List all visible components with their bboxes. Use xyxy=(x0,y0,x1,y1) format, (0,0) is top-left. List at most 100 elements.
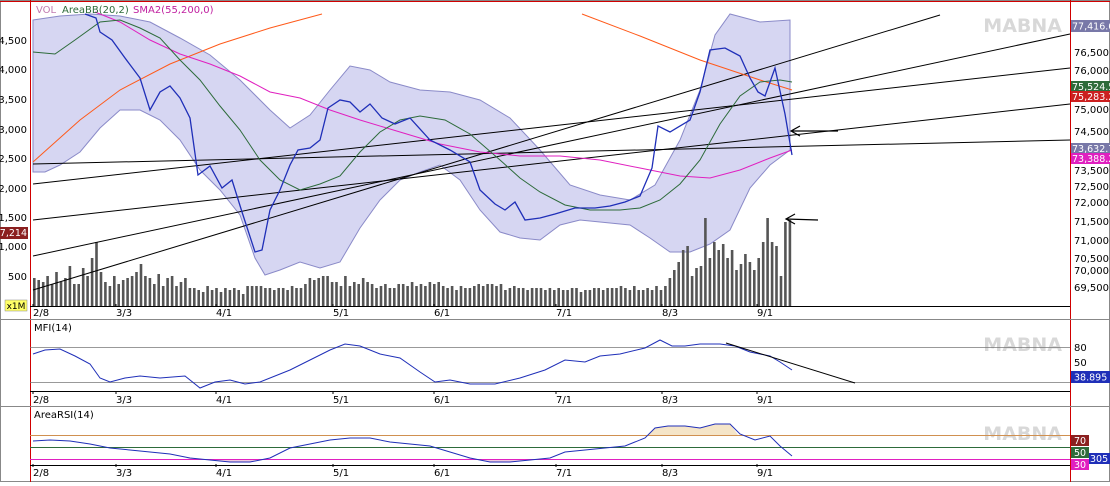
rsi-30-badge-bg xyxy=(1071,459,1089,470)
volume-bar xyxy=(473,286,476,306)
volume-bar xyxy=(788,220,792,306)
volume-bar xyxy=(433,284,436,306)
volume-bar xyxy=(557,288,560,306)
volume-bar xyxy=(99,272,103,306)
date-tick: 7/1 xyxy=(556,395,572,406)
price-tick: 71,000 xyxy=(1074,236,1109,247)
volume-bar xyxy=(237,290,240,306)
rsi-70-badge: 70 xyxy=(1074,436,1086,447)
volume-bar xyxy=(610,288,614,306)
mfi-line xyxy=(32,339,793,389)
volume-bar xyxy=(326,276,329,306)
volume-bar xyxy=(384,284,387,306)
price-arrow xyxy=(789,125,838,137)
watermark-rsi: MABNA xyxy=(983,423,1062,445)
rsi-value-bg xyxy=(1089,453,1110,464)
volume-bar xyxy=(521,288,525,306)
volume-bar xyxy=(73,284,76,306)
volume-bar xyxy=(513,286,516,306)
volume-tick: 1,500 xyxy=(0,213,27,224)
watermark-mfi: MABNA xyxy=(983,334,1062,356)
volume-bar xyxy=(90,258,94,306)
volume-bar xyxy=(735,270,738,306)
volume-bar xyxy=(468,288,472,306)
price-line xyxy=(84,13,793,253)
volume-bar xyxy=(548,288,552,306)
volume-bar xyxy=(281,288,285,306)
volume-bar xyxy=(459,286,463,306)
volume-bar xyxy=(615,288,618,306)
volume-bar xyxy=(179,282,183,306)
volume-bar xyxy=(441,286,445,306)
date-tick: 4/1 xyxy=(216,395,232,406)
volume-bar xyxy=(264,288,267,306)
volume-bar xyxy=(184,278,187,306)
volume-bar xyxy=(108,286,112,306)
trend-line xyxy=(32,67,1071,185)
volume-bar xyxy=(55,272,58,306)
volume-bar xyxy=(117,284,120,306)
volume-bar xyxy=(321,276,325,306)
volume-bar xyxy=(233,288,236,306)
volume-bar xyxy=(308,278,312,306)
volume-bar xyxy=(495,286,498,306)
volume-bar xyxy=(193,288,196,306)
volume-bar xyxy=(188,288,192,306)
volume-bar xyxy=(139,264,143,306)
volume-bar xyxy=(450,286,454,306)
volume-bar xyxy=(153,284,156,306)
volume-bar xyxy=(753,270,756,306)
watermark-main: MABNA xyxy=(983,15,1062,37)
price-tick: 76,500 xyxy=(1074,48,1109,59)
date-tick: 7/1 xyxy=(556,308,572,319)
volume-bar xyxy=(197,290,200,306)
date-tick: 9/1 xyxy=(757,468,773,479)
volume-tick: 500 xyxy=(8,272,27,283)
volume-bar xyxy=(206,286,209,306)
price-tick: 70,500 xyxy=(1074,254,1109,265)
volume-bar xyxy=(33,278,36,306)
volume-tick: 1,000 xyxy=(0,242,27,253)
rsi-50-badge-bg xyxy=(1071,447,1089,458)
volume-bar xyxy=(677,262,680,306)
volume-bar xyxy=(504,290,507,306)
volume-axis: 4,500 4,000 3,500 3,000 2,500 2,000 1,500 1,000… xyxy=(0,36,27,283)
volume-bar xyxy=(86,276,89,306)
price-tags: 77,416.6 75,524.5 75,283.2 73,632.7 73,3… xyxy=(1071,20,1110,165)
trend-line xyxy=(32,33,1071,257)
date-axis-main: 2/8 3/3 4/1 5/1 6/1 7/1 8/3 9/1 xyxy=(32,304,773,319)
volume-tick: 3,000 xyxy=(0,125,27,136)
volume-bar xyxy=(508,288,512,306)
volume-bar xyxy=(317,278,320,306)
legend-bb: AreaBB(20,2) xyxy=(62,5,129,16)
tag-upper: 77,416.6 xyxy=(1072,22,1110,33)
volume-bar xyxy=(148,278,152,306)
volume-bar xyxy=(219,292,223,306)
volume-bar xyxy=(130,276,134,306)
volume-bar xyxy=(161,286,165,306)
volume-bar xyxy=(424,286,427,306)
volume-bar xyxy=(175,286,178,306)
sma-line xyxy=(94,11,793,179)
volume-bar xyxy=(659,290,663,306)
volume-bar xyxy=(339,286,343,306)
volume-bar xyxy=(455,290,458,306)
price-tick: 71,500 xyxy=(1074,217,1109,228)
volume-bar xyxy=(481,286,485,306)
volume-bar xyxy=(775,246,778,306)
volume-bar xyxy=(166,278,169,306)
volume-bar xyxy=(726,258,729,306)
volume-bar xyxy=(330,282,334,306)
date-tick: 8/3 xyxy=(662,395,678,406)
date-tick: 9/1 xyxy=(757,308,773,319)
mfi-label: MFI(14) xyxy=(34,323,72,334)
volume-bar xyxy=(268,288,272,306)
volume-bar xyxy=(295,288,298,306)
volume-bar xyxy=(406,286,409,306)
rsi-50-badge: 50 xyxy=(1074,448,1086,459)
volume-bar xyxy=(419,284,423,306)
volume-bar xyxy=(464,288,467,306)
annotation-arrows xyxy=(784,125,838,225)
volume-bar xyxy=(228,290,232,306)
